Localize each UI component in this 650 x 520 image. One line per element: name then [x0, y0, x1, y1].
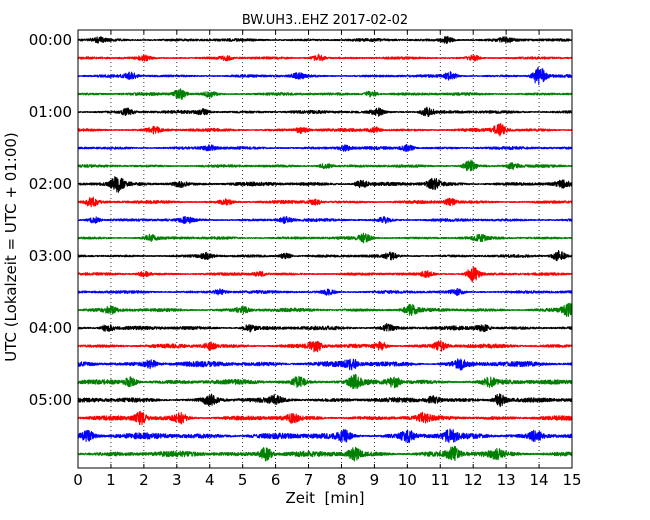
trace-02-15 — [77, 196, 573, 208]
y-tick-label: 00:00 — [29, 31, 72, 49]
trace-02-00 — [77, 176, 573, 193]
trace-00-00 — [77, 35, 573, 45]
x-tick-label: 12 — [464, 471, 483, 489]
chart-title: BW.UH3..EHZ 2017-02-02 — [242, 13, 408, 28]
trace-03-30 — [77, 287, 573, 296]
trace-04-15 — [77, 339, 573, 353]
y-tick-label: 05:00 — [29, 391, 72, 409]
x-tick-label: 1 — [106, 471, 116, 489]
trace-group — [77, 35, 573, 462]
trace-05-30 — [77, 428, 573, 444]
x-tick-label: 8 — [337, 471, 347, 489]
y-axis-label: UTC (Lokalzeit = UTC + 01:00) — [2, 132, 20, 362]
plot-frame — [77, 29, 573, 469]
trace-01-15 — [77, 122, 573, 137]
x-tick-label: 5 — [238, 471, 248, 489]
trace-04-00 — [77, 323, 573, 333]
trace-01-30 — [77, 143, 573, 152]
x-tick-label: 10 — [398, 471, 417, 489]
trace-02-45 — [77, 232, 573, 244]
y-tick-label: 01:00 — [29, 103, 72, 121]
trace-04-30 — [77, 358, 573, 371]
vertical-grid — [110, 30, 540, 468]
x-tick-label: 13 — [497, 471, 516, 489]
trace-03-15 — [77, 266, 573, 283]
trace-05-45 — [77, 445, 573, 462]
trace-05-15 — [77, 410, 573, 426]
trace-00-30 — [77, 66, 573, 86]
trace-04-45 — [77, 374, 573, 390]
x-axis-label: Zeit [min] — [285, 489, 364, 507]
x-tick-label: 7 — [304, 471, 314, 489]
x-tick-label: 9 — [370, 471, 380, 489]
x-tick-label: 6 — [271, 471, 281, 489]
x-tick-label: 2 — [139, 471, 149, 489]
trace-00-45 — [77, 88, 573, 100]
y-tick-label: 02:00 — [29, 175, 72, 193]
x-tick-label: 0 — [73, 471, 83, 489]
x-axis-ticks: 0 1 2 3 4 5 6 7 8 9 10 11 12 13 14 15 — [73, 30, 582, 489]
x-tick-label: 15 — [562, 471, 581, 489]
trace-02-30 — [77, 215, 573, 225]
y-tick-label: 03:00 — [29, 247, 72, 265]
x-tick-label: 14 — [530, 471, 549, 489]
trace-03-00 — [77, 250, 573, 262]
y-axis-ticks: 00:00 01:00 02:00 03:00 04:00 05:00 — [29, 31, 572, 409]
x-tick-label: 11 — [431, 471, 450, 489]
trace-01-45 — [77, 159, 573, 172]
trace-00-15 — [77, 53, 573, 62]
x-tick-label: 4 — [205, 471, 215, 489]
y-tick-label: 04:00 — [29, 319, 72, 337]
trace-05-00 — [77, 393, 573, 408]
trace-01-00 — [77, 106, 573, 118]
x-tick-label: 3 — [172, 471, 182, 489]
trace-03-45 — [77, 302, 573, 318]
